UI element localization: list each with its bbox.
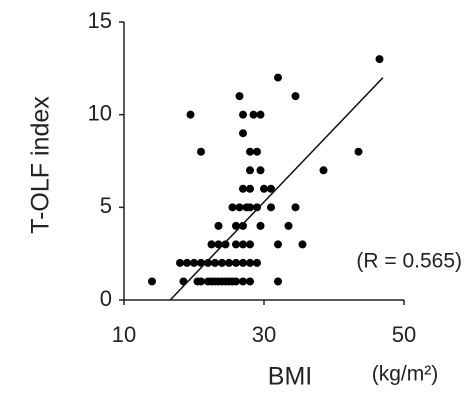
data-point: [228, 203, 237, 212]
data-point: [235, 92, 244, 101]
data-point: [267, 184, 275, 193]
data-point: [267, 203, 275, 212]
data-point: [221, 240, 230, 249]
data-point: [232, 277, 240, 286]
data-point: [246, 240, 254, 249]
data-point: [190, 258, 198, 267]
x-axis-unit: (kg/m²): [372, 363, 439, 386]
data-point: [239, 110, 247, 119]
data-point: [218, 258, 226, 267]
data-point: [256, 166, 265, 175]
data-point: [253, 258, 261, 267]
data-point: [211, 258, 219, 267]
data-point: [239, 240, 247, 249]
data-point: [246, 203, 254, 212]
data-point: [179, 277, 188, 286]
trend-line: [169, 77, 384, 301]
data-point: [176, 258, 184, 267]
data-point: [256, 110, 265, 119]
x-tick-label: 10: [112, 322, 136, 347]
data-point: [274, 277, 282, 286]
data-point: [148, 277, 156, 286]
data-point: [235, 203, 244, 212]
data-point: [197, 147, 205, 156]
data-point: [225, 258, 233, 267]
data-point: [246, 166, 254, 175]
data-point: [253, 203, 261, 212]
data-point: [214, 221, 223, 230]
y-axis-label: T-OLF index: [27, 96, 55, 234]
data-point: [274, 240, 282, 249]
data-point: [239, 129, 247, 138]
y-tick-label: 10: [88, 100, 112, 125]
data-point: [239, 277, 247, 286]
annotation: (R = 0.565): [356, 250, 462, 273]
data-point: [186, 110, 195, 119]
data-point: [291, 203, 300, 212]
y-tick-label: 15: [88, 8, 112, 33]
data-point: [239, 184, 247, 193]
data-point: [291, 92, 300, 101]
data-point: [319, 166, 328, 175]
data-point: [239, 258, 247, 267]
data-point: [246, 184, 254, 193]
data-point: [183, 258, 191, 267]
x-tick-label: 30: [252, 322, 276, 347]
data-point: [246, 147, 254, 156]
y-tick-label: 0: [100, 286, 112, 311]
data-point: [246, 258, 254, 267]
data-point: [197, 277, 205, 286]
data-point: [232, 258, 240, 267]
data-point: [204, 258, 212, 267]
data-point: [260, 184, 268, 193]
data-point: [232, 221, 240, 230]
x-tick-label: 50: [392, 322, 416, 347]
data-point: [354, 147, 363, 156]
data-point: [298, 240, 307, 249]
data-point: [239, 221, 247, 230]
data-point: [232, 240, 240, 249]
data-point: [249, 110, 258, 119]
y-tick-label: 5: [100, 193, 112, 218]
data-point: [253, 147, 261, 156]
data-point: [375, 55, 384, 64]
data-point: [246, 277, 254, 286]
data-point: [207, 240, 216, 249]
data-point: [256, 221, 265, 230]
data-point: [284, 221, 293, 230]
data-point: [274, 73, 282, 82]
x-axis-label: BMI: [268, 363, 312, 391]
